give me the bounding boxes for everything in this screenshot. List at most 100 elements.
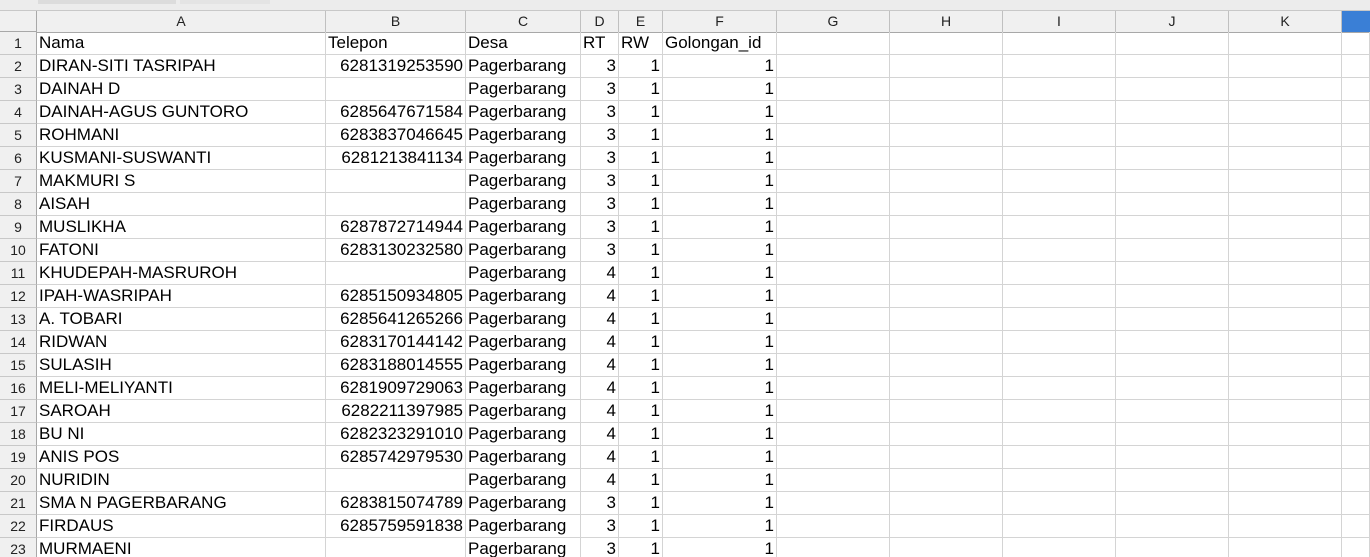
cell[interactable] <box>1342 78 1370 101</box>
cell-desa[interactable]: Pagerbarang <box>466 193 581 216</box>
cell-golongan[interactable]: 1 <box>663 216 777 239</box>
cell[interactable] <box>1229 262 1342 285</box>
cell-telepon[interactable]: 6283130232580 <box>326 239 466 262</box>
cell[interactable] <box>890 308 1003 331</box>
cell-rt[interactable]: 3 <box>581 239 619 262</box>
cell[interactable] <box>777 285 890 308</box>
column-header-g[interactable]: G <box>777 11 890 33</box>
cell[interactable] <box>1116 193 1229 216</box>
cell[interactable] <box>890 331 1003 354</box>
cell-rt[interactable]: 4 <box>581 285 619 308</box>
cell[interactable] <box>1003 55 1116 78</box>
cell[interactable] <box>1003 354 1116 377</box>
cell[interactable] <box>1229 515 1342 538</box>
cell-telepon[interactable]: 6285150934805 <box>326 285 466 308</box>
cell-golongan[interactable]: 1 <box>663 354 777 377</box>
cell[interactable] <box>1116 147 1229 170</box>
cell[interactable] <box>1116 124 1229 147</box>
cell-desa[interactable]: Pagerbarang <box>466 331 581 354</box>
cell-rw[interactable]: 1 <box>619 193 663 216</box>
cell[interactable] <box>777 216 890 239</box>
column-header-selected[interactable] <box>1342 11 1370 33</box>
cell[interactable] <box>1116 32 1229 55</box>
cell[interactable] <box>890 216 1003 239</box>
column-header-b[interactable]: B <box>326 11 466 33</box>
cell[interactable] <box>1342 331 1370 354</box>
cell-desa[interactable]: Pagerbarang <box>466 538 581 557</box>
cell-telepon[interactable]: 6285742979530 <box>326 446 466 469</box>
row-header[interactable]: 7 <box>0 170 37 193</box>
cell[interactable] <box>777 262 890 285</box>
cell[interactable] <box>890 32 1003 55</box>
cell[interactable] <box>777 354 890 377</box>
cell[interactable] <box>1116 377 1229 400</box>
cell[interactable] <box>890 101 1003 124</box>
cell[interactable] <box>1003 400 1116 423</box>
row-header[interactable]: 8 <box>0 193 37 216</box>
cell-rw[interactable]: 1 <box>619 308 663 331</box>
cell[interactable] <box>1229 538 1342 557</box>
cell-telepon[interactable]: 6285759591838 <box>326 515 466 538</box>
cell-nama[interactable]: FATONI <box>37 239 326 262</box>
cell[interactable] <box>1003 331 1116 354</box>
sheet-tab[interactable] <box>180 0 270 4</box>
cell[interactable] <box>890 469 1003 492</box>
cell-desa[interactable]: Pagerbarang <box>466 78 581 101</box>
row-header[interactable]: 10 <box>0 239 37 262</box>
cell[interactable] <box>1229 492 1342 515</box>
cell-rt[interactable]: 3 <box>581 515 619 538</box>
cell[interactable] <box>1229 147 1342 170</box>
cell[interactable] <box>777 538 890 557</box>
cell-rw[interactable]: 1 <box>619 446 663 469</box>
cell-desa[interactable]: Pagerbarang <box>466 101 581 124</box>
cell[interactable] <box>1229 377 1342 400</box>
header-cell-telepon[interactable]: Telepon <box>326 32 466 55</box>
cell[interactable] <box>1342 239 1370 262</box>
cell[interactable] <box>1342 400 1370 423</box>
cell-golongan[interactable]: 1 <box>663 400 777 423</box>
cell-nama[interactable]: MURMAENI <box>37 538 326 557</box>
row-header[interactable]: 12 <box>0 285 37 308</box>
cell[interactable] <box>1003 538 1116 557</box>
cell-golongan[interactable]: 1 <box>663 377 777 400</box>
column-header-e[interactable]: E <box>619 11 663 33</box>
cell[interactable] <box>1342 377 1370 400</box>
cell-telepon[interactable]: 6283188014555 <box>326 354 466 377</box>
cell-rt[interactable]: 3 <box>581 124 619 147</box>
cell[interactable] <box>1003 216 1116 239</box>
cell-rw[interactable]: 1 <box>619 492 663 515</box>
cell-rw[interactable]: 1 <box>619 400 663 423</box>
cell[interactable] <box>1003 193 1116 216</box>
cell-desa[interactable]: Pagerbarang <box>466 446 581 469</box>
cell[interactable] <box>1116 446 1229 469</box>
cell[interactable] <box>1116 285 1229 308</box>
cell-rt[interactable]: 3 <box>581 78 619 101</box>
cell-nama[interactable]: RIDWAN <box>37 331 326 354</box>
cell[interactable] <box>777 55 890 78</box>
cell[interactable] <box>1229 55 1342 78</box>
cell[interactable] <box>1116 469 1229 492</box>
cell[interactable] <box>890 124 1003 147</box>
cell-golongan[interactable]: 1 <box>663 101 777 124</box>
cell[interactable] <box>1116 101 1229 124</box>
cell[interactable] <box>1003 239 1116 262</box>
cell-golongan[interactable]: 1 <box>663 285 777 308</box>
cell[interactable] <box>1003 446 1116 469</box>
row-header[interactable]: 11 <box>0 262 37 285</box>
cell-rt[interactable]: 4 <box>581 423 619 446</box>
cell-rw[interactable]: 1 <box>619 538 663 557</box>
column-header-k[interactable]: K <box>1229 11 1342 33</box>
cell-rt[interactable]: 3 <box>581 216 619 239</box>
cell[interactable] <box>777 400 890 423</box>
cell-rt[interactable]: 4 <box>581 262 619 285</box>
cell-golongan[interactable]: 1 <box>663 55 777 78</box>
cell[interactable] <box>1116 354 1229 377</box>
cell-nama[interactable]: DIRAN-SITI TASRIPAH <box>37 55 326 78</box>
cell[interactable] <box>1003 124 1116 147</box>
cell-desa[interactable]: Pagerbarang <box>466 423 581 446</box>
cell[interactable] <box>777 446 890 469</box>
cell-nama[interactable]: MELI-MELIYANTI <box>37 377 326 400</box>
cell[interactable] <box>1342 147 1370 170</box>
cell-telepon[interactable]: 6285641265266 <box>326 308 466 331</box>
cell-desa[interactable]: Pagerbarang <box>466 262 581 285</box>
